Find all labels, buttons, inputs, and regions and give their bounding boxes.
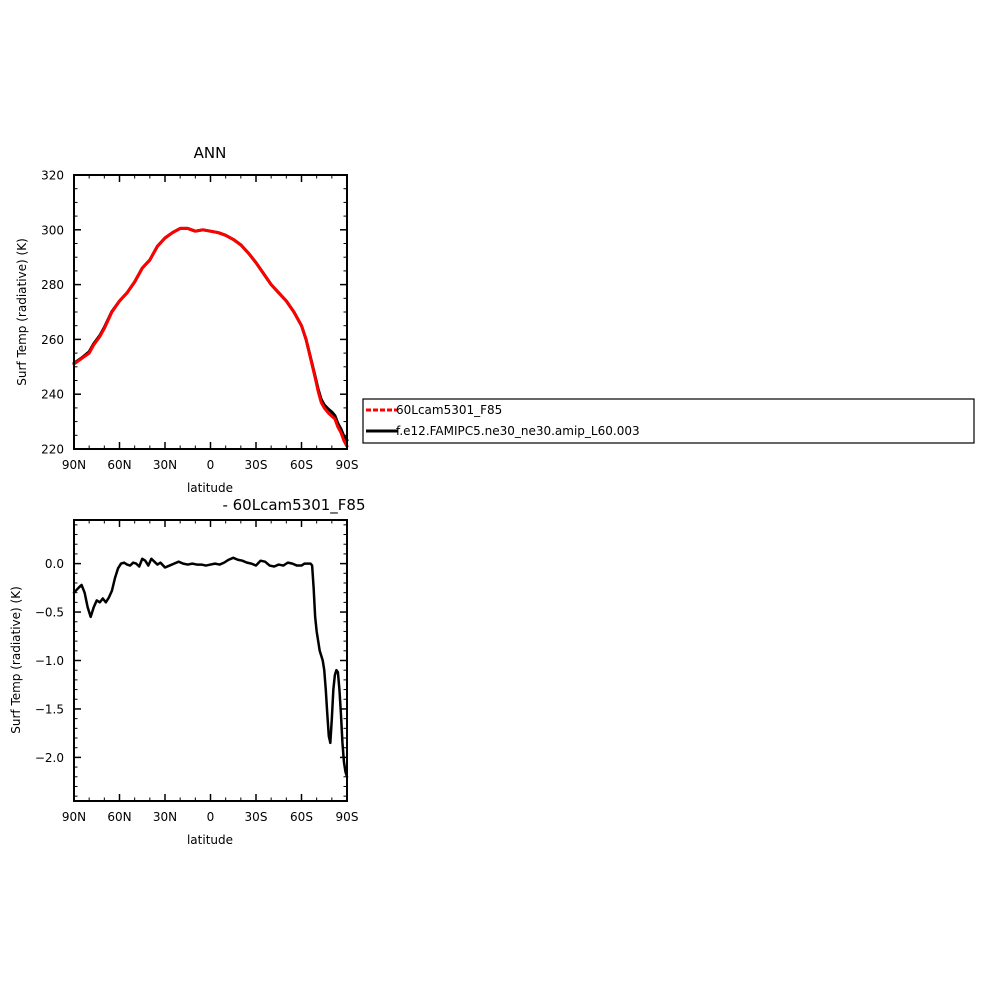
top-y-tick-label: 240 bbox=[41, 388, 64, 402]
legend: 60Lcam5301_F85 f.e12.FAMIPC5.ne30_ne30.a… bbox=[362, 398, 975, 444]
top-x-tick-label: 30S bbox=[245, 458, 268, 472]
bottom-x-tick-label: 90N bbox=[62, 810, 86, 824]
top-x-tick-label: 0 bbox=[207, 458, 215, 472]
bottom-x-tick-label: 90S bbox=[336, 810, 359, 824]
bottom-y-tick-label: −1.5 bbox=[35, 702, 64, 716]
top-panel: ANN 90N 60N 30N 0 30S 60S 90S 220 240 260 280 300 32… bbox=[15, 144, 358, 495]
bottom-y-tick-label: −2.0 bbox=[35, 751, 64, 765]
top-x-tick-label: 60S bbox=[290, 458, 313, 472]
bottom-y-axis-label: Surf Temp (radiative) (K) bbox=[9, 586, 23, 734]
top-x-tick-label: 60N bbox=[107, 458, 131, 472]
top-series-lines bbox=[72, 226, 349, 448]
bottom-x-axis-label: latitude bbox=[187, 833, 233, 847]
legend-label-black-series: f.e12.FAMIPC5.ne30_ne30.amip_L60.003 bbox=[396, 424, 640, 438]
top-y-tick-label: 300 bbox=[41, 223, 64, 237]
bottom-y-tick-label: −1.0 bbox=[35, 654, 64, 668]
top-axis-ticks: 90N 60N 30N 0 30S 60S 90S 220 240 260 280 300 320 bbox=[41, 169, 358, 473]
top-x-tick-label: 90N bbox=[62, 458, 86, 472]
bottom-series-lines bbox=[72, 556, 349, 779]
bottom-y-tick-label: −0.5 bbox=[35, 606, 64, 620]
top-y-tick-label: 320 bbox=[41, 169, 64, 183]
top-x-axis-label: latitude bbox=[187, 481, 233, 495]
top-y-tick-label: 280 bbox=[41, 278, 64, 292]
bottom-x-tick-label: 30S bbox=[245, 810, 268, 824]
legend-box bbox=[362, 398, 975, 444]
bottom-y-tick-label: 0.0 bbox=[45, 557, 64, 571]
bottom-series-line-1 bbox=[72, 556, 349, 779]
bottom-x-tick-label: 60N bbox=[107, 810, 131, 824]
top-y-axis-label: Surf Temp (radiative) (K) bbox=[15, 238, 29, 386]
bottom-x-tick-label: 60S bbox=[290, 810, 313, 824]
top-series-line-1 bbox=[72, 226, 349, 448]
bottom-panel-title: - 60Lcam5301_F85 bbox=[222, 496, 365, 515]
top-y-tick-label: 260 bbox=[41, 333, 64, 347]
bottom-axis-ticks: 90N 60N 30N 0 30S 60S 90S −2.0 −1.5 −1.0 −0.5 0.0 bbox=[35, 520, 359, 824]
legend-label-red-series: 60Lcam5301_F85 bbox=[396, 403, 502, 417]
top-x-tick-label: 90S bbox=[336, 458, 359, 472]
bottom-panel: - 60Lcam5301_F85 90N 60N 30N 0 30S 60S 90S −2.0… bbox=[9, 496, 366, 847]
top-x-tick-label: 30N bbox=[153, 458, 177, 472]
top-panel-title: ANN bbox=[194, 144, 227, 162]
bottom-x-tick-label: 30N bbox=[153, 810, 177, 824]
top-y-tick-label: 220 bbox=[41, 443, 64, 457]
bottom-x-tick-label: 0 bbox=[207, 810, 215, 824]
